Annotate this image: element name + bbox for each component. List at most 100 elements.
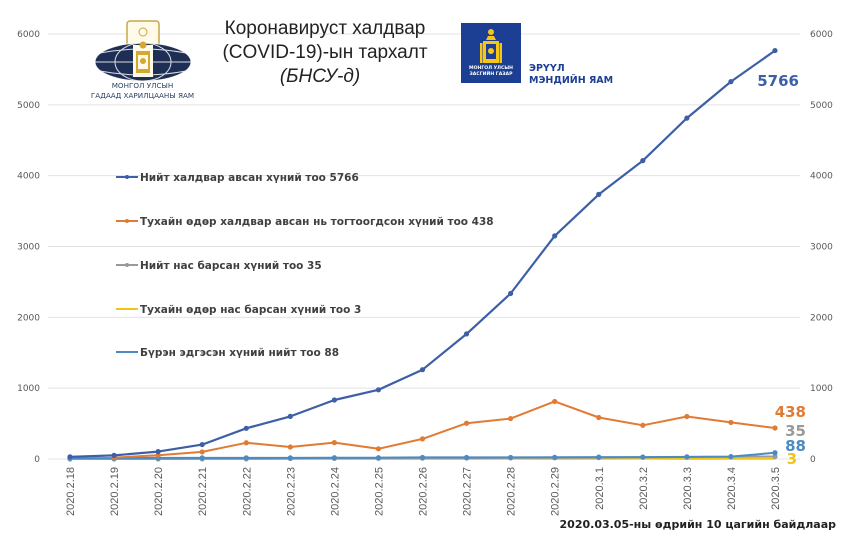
data-point [552, 454, 558, 460]
legend-label: Нийт нас барсан хүний тоо 35 [140, 260, 322, 272]
x-tick-label: 2020.2.22 [241, 467, 253, 516]
data-point [243, 425, 249, 431]
data-point [287, 413, 293, 419]
footnote: 2020.03.05-ны өдрийн 10 цагийн байдлаар [559, 518, 836, 531]
x-tick-label: 2020.2.21 [197, 467, 209, 516]
y-axis-right: 0 1000 2000 3000 4000 5000 6000 [810, 30, 833, 465]
x-tick-label: 2020.3.4 [726, 467, 738, 510]
legend-label: Тухайн өдөр нас барсан хүний тоо 3 [140, 304, 361, 316]
y2-tick-label: 4000 [810, 172, 833, 182]
data-point [463, 331, 470, 337]
data-point [552, 233, 558, 239]
gridlines [48, 33, 800, 460]
data-point [419, 454, 426, 461]
moh-logo-box-text: МОНГОЛ УЛСЫН ЗАСГИЙН ГАЗАР [461, 66, 521, 78]
data-point [728, 419, 734, 426]
legend-item: Нийт нас барсан хүний тоо 35 [116, 260, 322, 272]
x-tick-label: 2020.3.5 [770, 467, 782, 510]
data-point [772, 425, 778, 431]
data-point [111, 452, 117, 458]
data-point [552, 398, 558, 405]
data-point [155, 449, 161, 455]
y2-tick-label: 5000 [810, 101, 833, 111]
data-point [640, 158, 646, 164]
data-point [596, 414, 602, 421]
data-point [199, 449, 205, 455]
data-point [508, 454, 514, 461]
x-tick-label: 2020.2.19 [109, 467, 121, 516]
data-point [243, 440, 249, 446]
legend-item: Бүрэн эдгэсэн хүний нийт тоо 88 [116, 347, 339, 359]
moh-logo-name: ЭРҮҮЛ МЭНДИЙН ЯАМ [529, 63, 613, 87]
y-tick-label: 5000 [17, 101, 40, 111]
data-point [375, 446, 382, 452]
y-tick-label: 3000 [17, 243, 40, 253]
legend-item: Тухайн өдөр нас барсан хүний тоо 3 [116, 304, 361, 316]
end-label: 88 [785, 437, 806, 455]
end-label: 35 [785, 422, 806, 440]
data-point [375, 455, 382, 461]
data-point [772, 453, 778, 460]
data-point [331, 397, 337, 403]
x-tick-label: 2020.2.25 [373, 467, 385, 516]
legend-item: Нийт халдвар авсан хүний тоо 5766 [116, 172, 359, 184]
data-point [199, 441, 205, 448]
data-point [419, 436, 426, 442]
series-line [114, 400, 776, 459]
legend-label: Тухайн өдөр халдвар авсан нь тогтоогдсон… [140, 216, 494, 228]
moh-name-line1: ЭРҮҮЛ [529, 63, 565, 74]
y-tick-label: 1000 [17, 384, 40, 394]
data-point [640, 422, 646, 428]
data-point [596, 191, 602, 197]
y2-tick-label: 0 [810, 455, 816, 465]
data-point [508, 290, 514, 297]
data-point [331, 455, 337, 461]
y2-tick-label: 2000 [810, 313, 833, 323]
mfa-logo-line2: ГАДААД ХАРИЛЦААНЫ ЯАМ [90, 91, 195, 100]
data-point [67, 454, 73, 460]
data-point [728, 79, 734, 85]
data-point [463, 454, 470, 461]
data-point [684, 115, 690, 121]
data-point [155, 452, 161, 458]
end-label: 3 [787, 450, 797, 468]
x-tick-label: 2020.2.27 [462, 467, 474, 516]
series-0 [67, 47, 778, 460]
data-point [772, 47, 778, 54]
mfa-logo-line1: МОНГОЛ УЛСЫН [111, 81, 174, 90]
x-tick-label: 2020.2.28 [506, 467, 518, 516]
data-point [508, 415, 514, 422]
series-1 [111, 398, 778, 461]
x-tick-label: 2020.2.18 [65, 467, 77, 516]
y2-tick-label: 1000 [810, 384, 833, 394]
data-point [419, 367, 426, 373]
y2-tick-label: 3000 [810, 243, 833, 253]
y2-tick-label: 6000 [810, 30, 833, 40]
data-point [243, 455, 249, 461]
x-tick-label: 2020.2.24 [329, 467, 341, 516]
data-point [684, 454, 690, 460]
title-line-3: (БНСУ-д) [280, 66, 360, 87]
data-point [199, 455, 205, 461]
x-axis: 2020.2.18 2020.2.19 2020.2.20 2020.2.21 2020… [65, 467, 782, 516]
x-tick-label: 2020.2.26 [418, 467, 430, 516]
title-line-2: (COVID-19)-ын тархалт [222, 42, 427, 63]
data-point [287, 455, 293, 461]
data-point [375, 387, 382, 393]
x-tick-label: 2020.2.20 [153, 467, 165, 516]
y-axis-left: 0 1000 2000 3000 4000 5000 6000 [17, 30, 40, 465]
data-point [728, 453, 734, 460]
moh-box-line1: МОНГОЛ УЛСЫН [469, 66, 513, 71]
mfa-logo-icon [94, 20, 192, 82]
x-tick-label: 2020.3.3 [682, 467, 694, 510]
x-tick-label: 2020.3.1 [594, 467, 606, 510]
moh-box-line2: ЗАСГИЙН ГАЗАР [469, 72, 513, 77]
moh-name-line2: МЭНДИЙН ЯАМ [529, 75, 614, 86]
data-point [640, 454, 646, 460]
end-label: 5766 [757, 72, 799, 90]
chart-title: Коронавируст халдвар (COVID-19)-ын тарха… [222, 18, 427, 87]
end-label: 438 [775, 403, 806, 421]
legend-marker [125, 219, 129, 223]
y-tick-label: 0 [34, 455, 40, 465]
